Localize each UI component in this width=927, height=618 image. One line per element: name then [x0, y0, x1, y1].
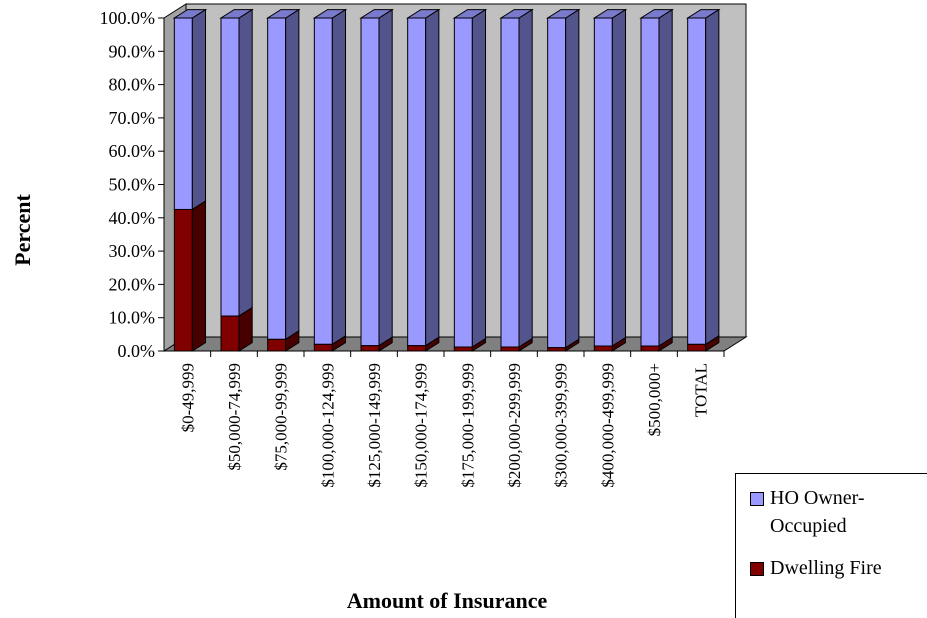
y-axis-title-box: Percent [3, 90, 43, 370]
x-tick-label: $100,000-124,999 [318, 363, 337, 488]
bar-dwelling-fire-side [611, 336, 627, 352]
x-tick-label: $125,000-149,999 [365, 363, 384, 488]
bar-ho-owner-occupied-top [499, 9, 534, 19]
bar-ho-owner-occupied-front [593, 17, 613, 347]
bar-dwelling-fire-front [360, 345, 380, 352]
bar-dwelling-fire-front [500, 346, 520, 352]
bar-dwelling-fire-front [267, 338, 287, 352]
legend-label-ho-line2: Occupied [770, 515, 847, 537]
bar-dwelling-fire-side [285, 330, 300, 352]
bar-ho-owner-occupied-top [359, 9, 394, 19]
y-tick-label: 100.0% [100, 8, 156, 28]
bar-dwelling-fire-side [565, 338, 580, 352]
bar-ho-owner-occupied-front [267, 17, 287, 340]
bar-ho-owner-occupied-side [425, 8, 440, 347]
bar-ho-owner-occupied-side [705, 8, 720, 346]
bar-ho-owner-occupied-top [452, 9, 488, 19]
bar-dwelling-fire-side [238, 306, 253, 352]
bar-dwelling-fire-side [331, 335, 347, 352]
x-tick-label: TOTAL [692, 363, 711, 417]
bar-ho-owner-occupied-front [453, 17, 473, 348]
bar-ho-owner-occupied-top [639, 9, 674, 19]
bar-dwelling-fire-front [313, 343, 333, 352]
bar-dwelling-fire-side [471, 337, 487, 352]
bar-ho-owner-occupied-front [360, 17, 380, 347]
bar-ho-owner-occupied-top [265, 9, 301, 19]
bar-dwelling-fire-side [425, 336, 440, 352]
bar-ho-owner-occupied-side [611, 8, 627, 347]
x-tick-label: $300,000-399,999 [552, 363, 571, 488]
legend-swatch-dwelling-fire [750, 562, 764, 576]
bar-ho-owner-occupied-front [547, 17, 567, 349]
bar-dwelling-fire-front [220, 315, 240, 352]
x-tick-label: $200,000-299,999 [505, 363, 524, 488]
x-tick-label: $0-49,999 [178, 363, 197, 432]
y-tick-label: 90.0% [109, 41, 156, 61]
bar-ho-owner-occupied-top [405, 9, 441, 19]
bar-ho-owner-occupied-top [592, 9, 628, 19]
bar-ho-owner-occupied-side [658, 8, 673, 347]
x-tick-label: $500,000+ [645, 363, 664, 436]
bar-dwelling-fire-front [453, 346, 473, 352]
bar-ho-owner-occupied-front [500, 17, 520, 348]
bar-dwelling-fire-front [547, 347, 567, 352]
bar-ho-owner-occupied-top [685, 9, 721, 19]
bar-dwelling-fire-front [407, 345, 427, 352]
bar-ho-owner-occupied-top [219, 9, 254, 19]
y-tick-label: 70.0% [109, 108, 156, 128]
y-tick-label: 20.0% [109, 274, 156, 294]
legend-label-dwelling-fire: Dwelling Fire [770, 557, 882, 579]
legend: HO Owner- Occupied Dwelling Fire [735, 473, 927, 618]
bar-ho-owner-occupied-front [313, 17, 333, 345]
bar-ho-owner-occupied-front [220, 17, 240, 317]
bar-dwelling-fire-front [640, 345, 660, 352]
bar-dwelling-fire-front [173, 208, 193, 352]
y-tick-label: 0.0% [118, 341, 156, 361]
legend-label-ho-line1: HO Owner- [770, 487, 865, 509]
bar-dwelling-fire-side [658, 336, 673, 352]
bar-ho-owner-occupied-side [285, 8, 300, 341]
bar-ho-owner-occupied-side [471, 8, 487, 348]
x-axis-title: Amount of Insurance [346, 588, 548, 613]
bar-ho-owner-occupied-front [407, 17, 427, 347]
bar-ho-owner-occupied-side [238, 8, 253, 317]
bar-ho-owner-occupied-side [191, 8, 207, 211]
bar-ho-owner-occupied-side [518, 8, 533, 348]
y-tick-label: 60.0% [109, 141, 156, 161]
x-tick-label: $175,000-199,999 [458, 363, 477, 488]
x-tick-label: $400,000-499,999 [598, 363, 617, 488]
legend-swatch-ho-owner-occupied [750, 492, 764, 506]
bar-ho-owner-occupied-front [173, 17, 193, 210]
bar-dwelling-fire-side [518, 337, 533, 352]
x-tick-label: $150,000-174,999 [412, 363, 431, 488]
x-tick-label: $50,000-74,999 [225, 363, 244, 471]
bar-dwelling-fire-side [705, 335, 720, 352]
bar-ho-owner-occupied-top [172, 9, 208, 19]
x-tick-label: $75,000-99,999 [272, 363, 291, 471]
y-axis-title: Percent [10, 194, 35, 266]
bar-dwelling-fire-front [593, 345, 613, 352]
bar-dwelling-fire-front [687, 343, 707, 352]
bar-ho-owner-occupied-top [312, 9, 348, 19]
y-tick-label: 10.0% [109, 308, 156, 328]
bar-ho-owner-occupied-side [378, 8, 393, 347]
y-tick-label: 40.0% [109, 208, 156, 228]
bar-ho-owner-occupied-side [331, 8, 347, 346]
bar-ho-owner-occupied-front [640, 17, 660, 347]
y-tick-label: 30.0% [109, 241, 156, 261]
bar-ho-owner-occupied-side [565, 8, 580, 349]
y-tick-label: 50.0% [109, 175, 156, 195]
bar-dwelling-fire-side [191, 200, 207, 352]
y-tick-label: 80.0% [109, 75, 156, 95]
bar-dwelling-fire-side [378, 336, 393, 352]
bar-ho-owner-occupied-top [545, 9, 581, 19]
bar-ho-owner-occupied-front [687, 17, 707, 345]
